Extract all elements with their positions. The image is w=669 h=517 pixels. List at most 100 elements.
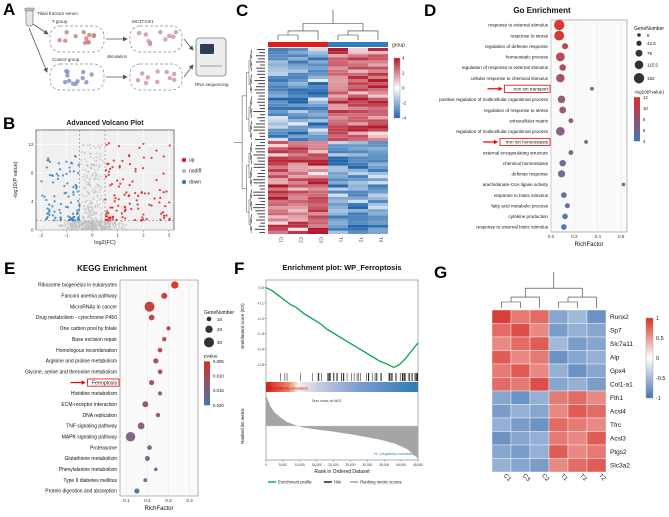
heatmap-cell [586,350,607,365]
svg-text:8: 8 [643,117,646,122]
row-label-text [254,228,265,230]
svg-text:4: 4 [643,139,646,144]
column-label: T3 [379,237,384,243]
term-label: One carbon pool by folate [60,326,117,332]
column-label: T1 [339,237,344,243]
term-label: regulation of multicellular organismal p… [456,129,549,134]
heatmap-cell [567,323,588,338]
enrichment-dot [161,292,168,299]
enrichment-dot [559,64,566,71]
row-label-text [258,197,265,199]
row-label-text [256,117,265,119]
heatmap-cell [510,404,531,419]
panel-label-f: F [234,259,245,278]
x-axis-label: log2(FC) [94,240,116,246]
row-label-text [258,185,265,187]
term-label: Ribosome biogenesis in eukaryotes [38,283,117,289]
row-label-text [253,129,265,131]
enrichment-dot [557,95,566,104]
row-label-text [253,126,265,128]
chart-title: KEGG Enrichment [77,264,147,273]
heatmap-cell [586,377,607,392]
size-legend-title: GeneNumber [634,26,664,32]
svg-text:45,000: 45,000 [413,463,423,467]
heatmap-cell [567,431,588,446]
heatmap-cell [567,350,588,365]
term-label: response to external stimulus [488,23,548,28]
heatmap-cell [548,417,569,432]
row-label-text [260,200,265,202]
cell-culture-box [49,63,105,91]
term-label: response to external biotic stimulus [476,225,548,230]
heatmap-cell [567,458,588,473]
row-label-text [253,179,265,181]
sample-label: T3 [578,473,588,483]
heatmap-cell [586,363,607,378]
term-label: iron ion homeostasis [506,140,549,145]
heatmap-cell [529,309,550,324]
row-label-text [257,160,265,162]
heatmap-cell [567,336,588,351]
highlight-arrow-icon [81,380,86,385]
panel-b-chart: Advanced Volcano Plot-2 -1 0 1 2 304812log2(F… [13,120,202,246]
row-label-text [259,188,265,190]
colorbar [393,57,401,119]
row-label-text [259,76,265,78]
heatmap-cell [586,431,607,446]
svg-text:20: 20 [217,327,223,332]
enrichment-dot [568,118,574,124]
enrichment-dot [144,301,155,312]
row-label-text [253,166,265,168]
svg-text:0.6: 0.6 [618,234,625,239]
colorbar-tick: 4 [402,56,405,61]
term-label: Proteasome [90,445,117,451]
row-label-text [253,111,265,113]
enrichment-dot [157,391,163,396]
svg-text:0.2: 0.2 [571,234,578,239]
color-legend-bar [204,361,210,406]
heatmap-cell [491,431,512,446]
row-label-text [257,176,265,178]
gene-label: Acsl4 [610,408,626,415]
heatmap-cell [491,390,512,405]
svg-text:0: 0 [265,463,267,467]
svg-text:30,000: 30,000 [362,463,372,467]
svg-text:2: 2 [142,233,145,238]
svg-text:12: 12 [643,95,648,100]
legend-item: Hits [334,480,341,485]
svg-text:0.0: 0.0 [258,285,264,290]
cell-culture-box [129,63,183,91]
chart-title: Go Enrichment [513,6,571,15]
term-label: Glycine, serine and threonine metabolism [25,369,117,375]
heatmap-cell [529,444,550,459]
enrichment-dot [154,467,158,472]
heatmap-cell [567,417,588,432]
svg-text:0.015: 0.015 [213,388,224,393]
sample-tube-icon [25,9,34,27]
heatmap-cell [510,390,531,405]
svg-text:42.5: 42.5 [647,41,656,46]
gene-label: Tfrc [610,422,622,429]
enrichment-dot [171,281,179,289]
row-label-text [253,194,265,196]
term-label: MAPK signaling pathway [62,434,118,440]
row-label-text [254,89,265,91]
row-label-text [258,216,265,218]
term-label: Type II diabetes mellitus [63,478,117,484]
row-label-text [258,83,265,85]
heatmap-cell [548,350,569,365]
row-label-text [259,52,265,54]
enrichment-dot [564,203,570,209]
svg-text:0.3: 0.3 [165,498,172,503]
svg-text:0.2: 0.2 [144,498,151,503]
row-label-text [253,191,265,193]
colorbar-tick: -4 [402,116,406,121]
gene-label: Alp [610,354,620,361]
heatmap-cell [529,404,550,419]
term-label: Fanconi anemia pathway [61,294,117,300]
panel-label-e: E [4,259,16,278]
panel-c-chart: group C1 C2 C3 T1 T2 T3 4 2 0 -2 -4 [234,10,406,243]
row-label-text [255,86,265,88]
svg-text:0.4: 0.4 [186,498,193,503]
